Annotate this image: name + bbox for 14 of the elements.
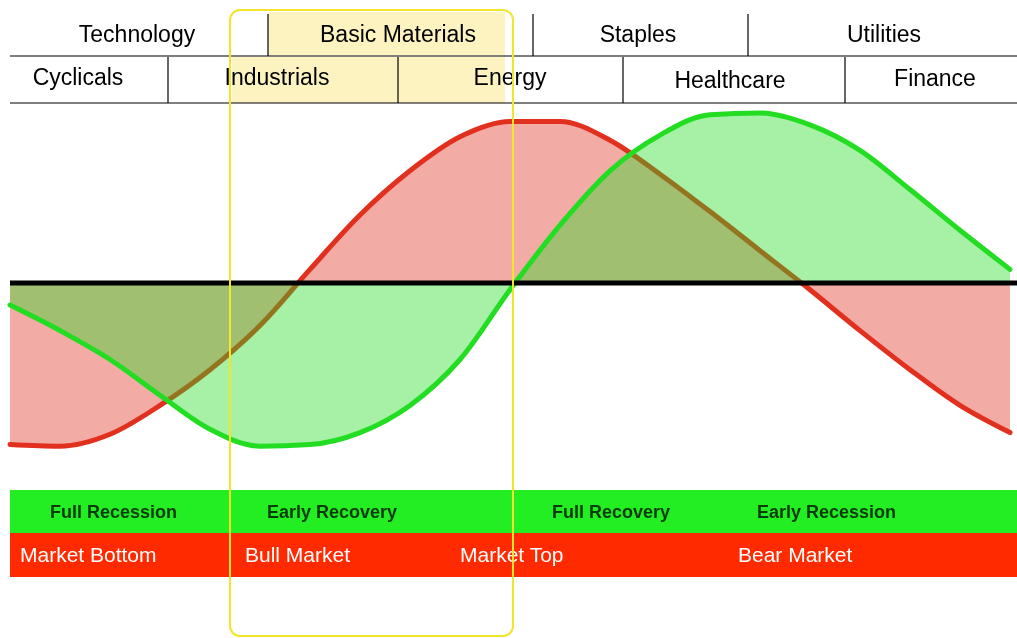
text: Healthcare	[674, 67, 786, 94]
text: Finance	[894, 65, 976, 92]
text: Full Recession	[50, 501, 178, 522]
text: Early Recession	[757, 501, 897, 522]
text: Basic Materials	[320, 21, 476, 48]
text: Full Recovery	[552, 501, 671, 522]
text: Bull Market	[245, 542, 351, 566]
text: Bear Market	[738, 542, 853, 566]
text: Cyclicals	[32, 64, 124, 91]
text: Early Recovery	[267, 501, 398, 522]
text: Technology	[78, 21, 196, 48]
text: Market Bottom	[20, 542, 157, 566]
text: Utilities	[846, 21, 922, 48]
text: Staples	[599, 21, 677, 48]
